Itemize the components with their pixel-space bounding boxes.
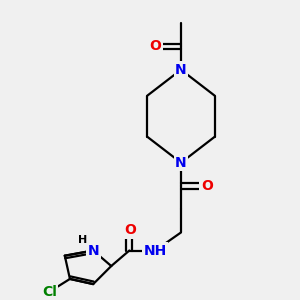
Text: Cl: Cl [42,285,57,299]
Text: N: N [175,63,187,77]
Text: O: O [149,40,161,53]
Text: N: N [175,156,187,170]
Text: H: H [78,235,88,245]
Text: NH: NH [143,244,167,257]
Text: O: O [201,179,213,193]
Text: N: N [87,244,99,257]
Text: O: O [125,223,136,237]
